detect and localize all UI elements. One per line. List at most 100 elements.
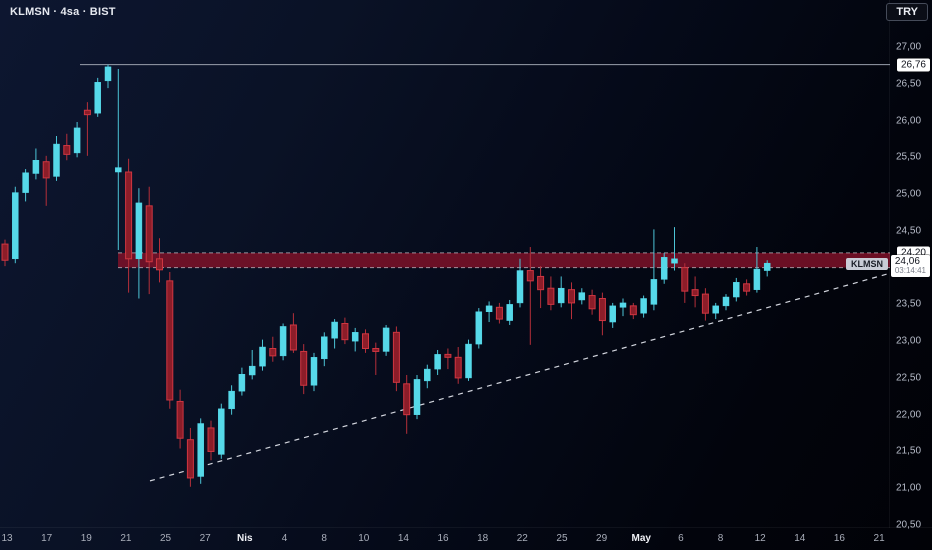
- time-axis-label: 10: [358, 533, 370, 544]
- price-axis-label: 22,00: [896, 409, 922, 421]
- candle: [681, 263, 689, 303]
- candle: [351, 327, 359, 352]
- candle: [547, 276, 555, 311]
- candle: [568, 282, 575, 320]
- time-axis-label: 18: [477, 533, 489, 544]
- candle: [341, 317, 349, 345]
- time-axis[interactable]: 13 17 19 21 25 27 Nis 4 8 10 14 16 18 22 25 29 May 6 8 12 14…: [0, 527, 932, 550]
- time-axis-label: 19: [80, 533, 92, 544]
- candle: [42, 155, 50, 206]
- candle: [722, 294, 730, 311]
- candle: [753, 247, 761, 293]
- candle: [475, 308, 483, 349]
- time-axis-label: May: [631, 533, 651, 544]
- time-axis-label: 14: [397, 533, 409, 544]
- candle: [382, 324, 390, 356]
- candle: [186, 427, 194, 487]
- time-axis-label: 21: [873, 533, 885, 544]
- candle: [434, 349, 441, 375]
- time-axis-label: 8: [717, 533, 724, 544]
- price-axis-label: 25,50: [896, 151, 922, 163]
- candle: [63, 133, 71, 161]
- candle: [506, 299, 513, 325]
- price-axis-label: 23,00: [896, 335, 922, 347]
- price-axis[interactable]: 27,00 26,50 26,00 25,50 25,00 24,50 23,50 23,00…: [889, 0, 932, 531]
- candle: [289, 313, 297, 353]
- time-axis-label: 14: [794, 533, 806, 544]
- candle: [454, 347, 462, 384]
- candle: [691, 276, 699, 308]
- time-axis-label: 25: [159, 533, 172, 544]
- candle: [73, 122, 81, 158]
- time-axis-label: 29: [596, 533, 608, 544]
- time-axis-label: 16: [833, 533, 845, 544]
- candle: [444, 348, 452, 370]
- candle: [1, 239, 9, 267]
- candle: [156, 238, 163, 283]
- candle: [650, 229, 658, 311]
- candle: [712, 302, 719, 320]
- candle: [115, 69, 122, 250]
- time-axis-label: 12: [754, 533, 766, 544]
- price-axis-label: 27,00: [896, 41, 922, 53]
- candle: [228, 385, 235, 415]
- candle: [197, 418, 204, 484]
- candle: [321, 332, 328, 367]
- candle: [372, 342, 380, 375]
- candle: [619, 298, 627, 317]
- time-axis-label: 13: [1, 533, 13, 544]
- candle: [32, 148, 40, 180]
- last-price-value: 24,06: [894, 256, 920, 268]
- time-axis-label: 16: [437, 533, 449, 544]
- price-axis-label: 26,50: [896, 78, 922, 90]
- candle: [259, 339, 266, 371]
- candle: [269, 336, 277, 362]
- time-axis-label: 27: [199, 533, 211, 544]
- last-price-label: 24,06 03:14:41: [890, 255, 930, 278]
- candle: [557, 276, 565, 308]
- supply-zone[interactable]: [118, 252, 890, 268]
- time-axis-label: 4: [281, 533, 288, 544]
- candle: [413, 374, 421, 420]
- time-axis-label: 25: [556, 533, 568, 544]
- last-price-symbol-tag: KLMSN: [846, 258, 888, 271]
- candle: [733, 277, 740, 302]
- candle: [526, 247, 534, 345]
- candle: [22, 169, 29, 202]
- candle: [279, 323, 287, 361]
- candle: [424, 364, 431, 389]
- time-axis-label: 21: [120, 533, 132, 544]
- price-axis-label: 26,00: [896, 115, 922, 127]
- candle: [660, 252, 668, 284]
- price-axis-label: 21,50: [896, 445, 922, 457]
- candle: [145, 186, 153, 295]
- time-axis-label: 6: [678, 533, 684, 544]
- candle: [300, 344, 308, 395]
- symbol-title[interactable]: KLMSN · 4sa · BIST: [10, 6, 116, 18]
- candle: [588, 289, 596, 315]
- candle: [671, 227, 678, 271]
- candle: [218, 403, 225, 459]
- price-axis-label: 22,50: [896, 372, 922, 384]
- candle: [248, 349, 256, 380]
- time-axis-label: 22: [516, 533, 528, 544]
- price-axis-label: 20,50: [896, 519, 922, 531]
- price-axis-label: 25,00: [896, 188, 922, 200]
- trendline[interactable]: [149, 272, 890, 482]
- candle: [83, 102, 91, 156]
- candle: [166, 272, 174, 409]
- candle: [238, 367, 246, 396]
- price-axis-label: 23,50: [896, 298, 922, 310]
- candle: [640, 295, 647, 318]
- candle: [495, 302, 503, 324]
- time-axis-label: Nis: [237, 533, 253, 544]
- currency-toggle-button[interactable]: TRY: [886, 3, 928, 21]
- candle: [485, 301, 493, 323]
- candle: [403, 374, 411, 434]
- candle: [104, 64, 112, 89]
- candle: [94, 77, 101, 117]
- candle: [516, 258, 524, 308]
- candle: [125, 158, 133, 293]
